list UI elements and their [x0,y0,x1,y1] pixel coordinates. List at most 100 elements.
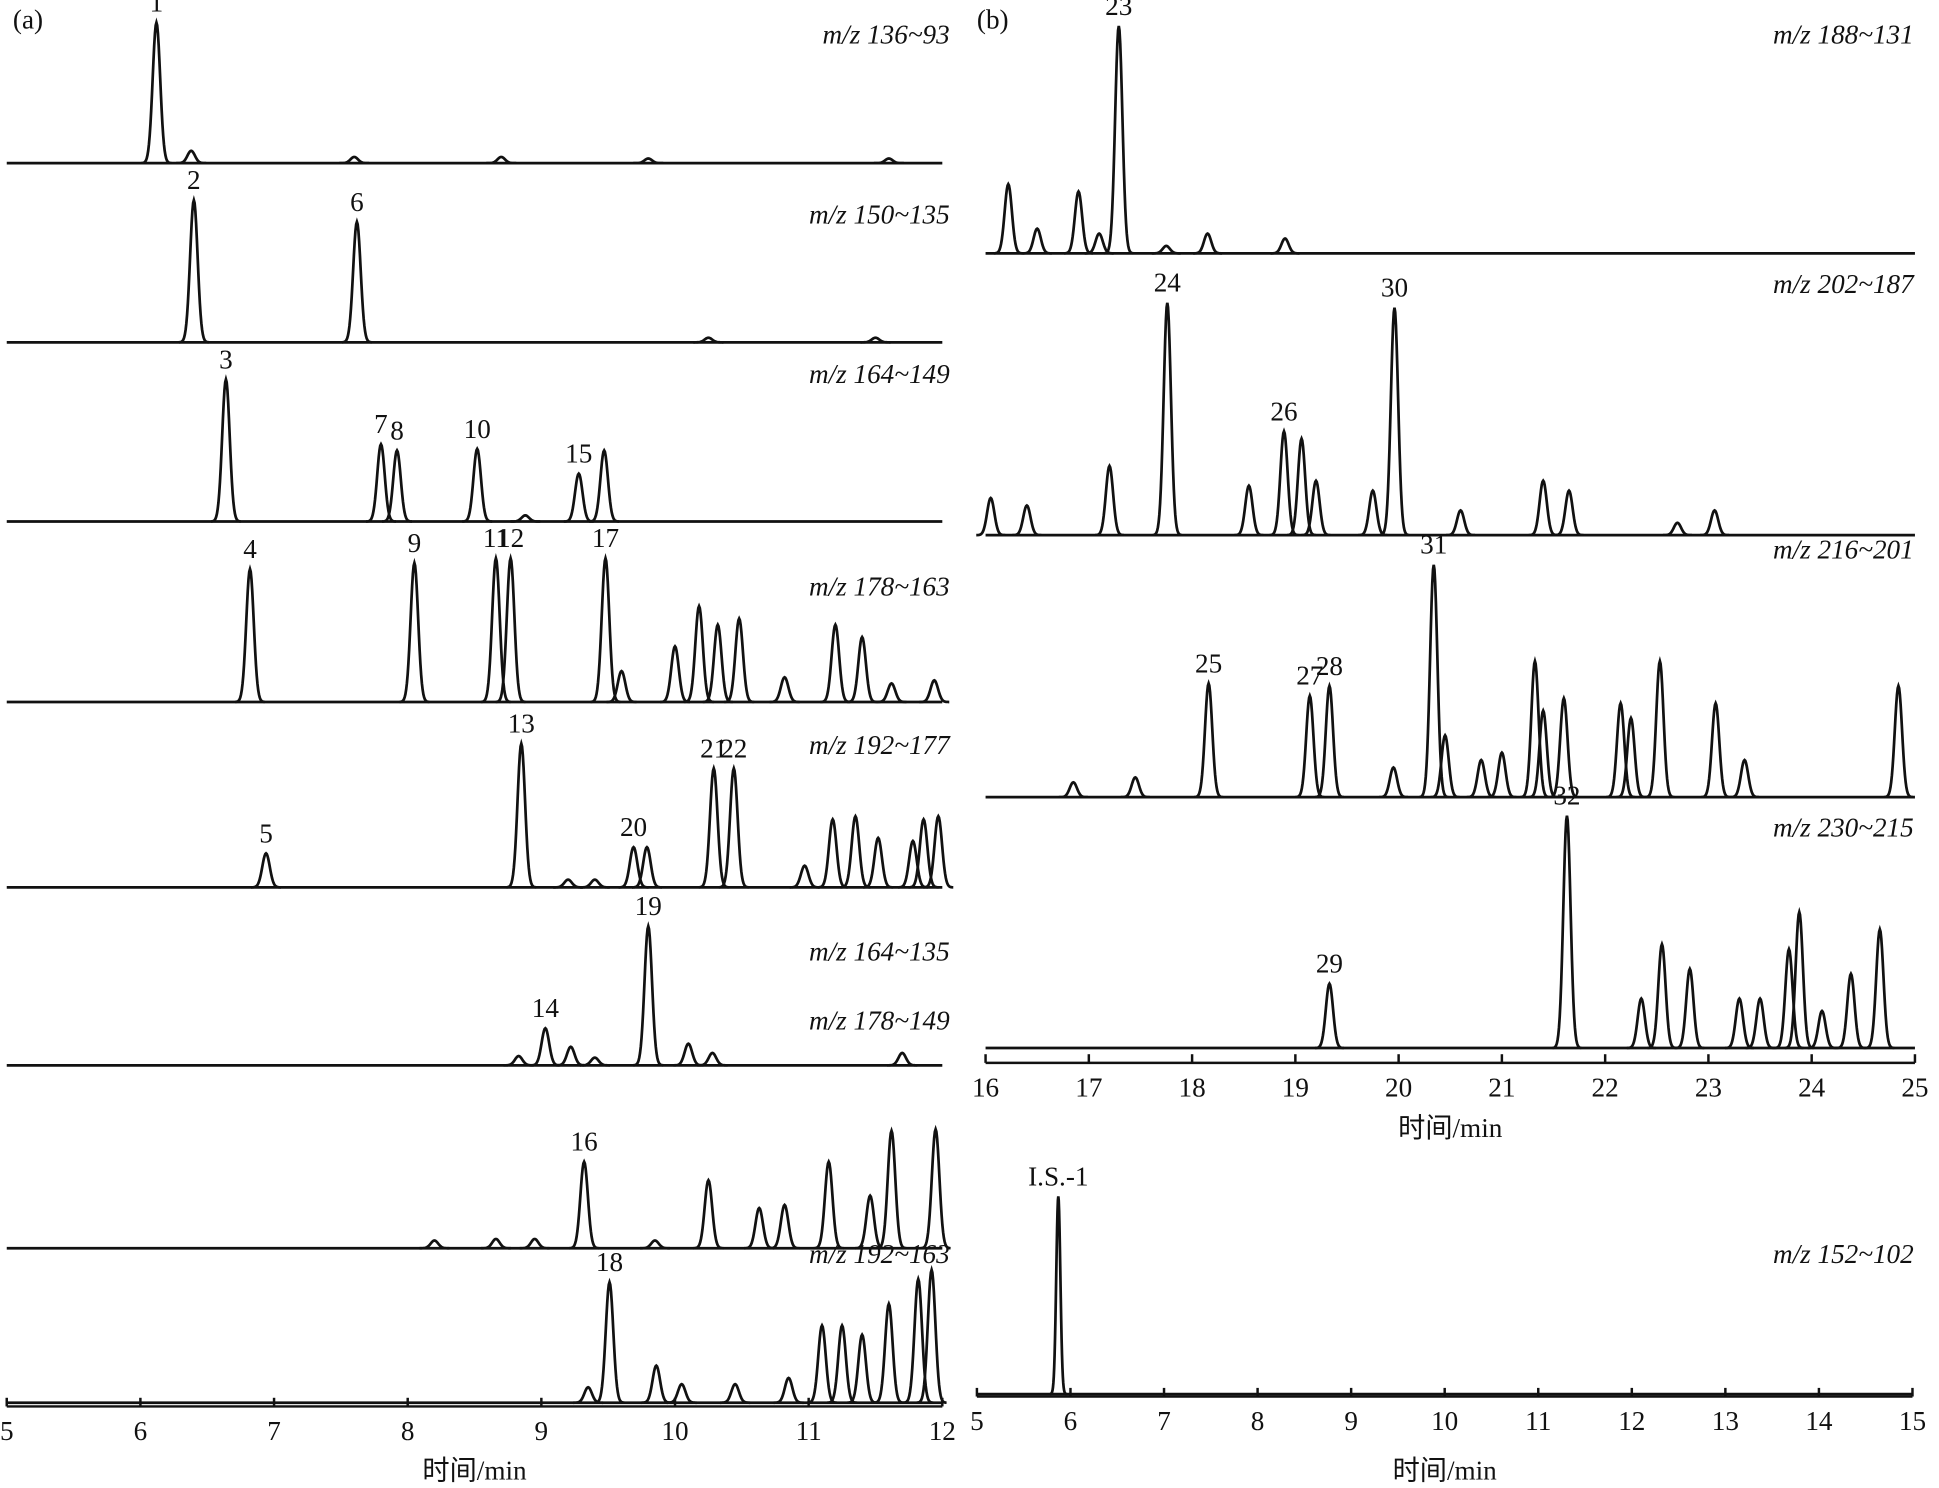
mz-label: m/z 136~93 [823,19,950,49]
peak [1270,237,1300,255]
peak-label: 24 [1154,268,1182,298]
peak [1301,478,1331,537]
peak [897,838,928,889]
peak [1295,691,1325,799]
x-tick-label: 11 [1525,1406,1551,1436]
x-tick-label: 7 [1157,1406,1171,1436]
peak [1446,508,1476,537]
peak [503,1054,534,1067]
peak [1836,970,1866,1050]
x-tick-label: 6 [1064,1406,1078,1436]
peak [495,552,526,704]
peak [176,149,207,165]
peak [633,921,664,1067]
peak [641,1363,672,1405]
peak [769,1202,800,1250]
peak [1063,188,1094,255]
peak-label: 6 [350,187,364,217]
panel-label: (b) [977,4,1009,34]
x-tick-label: 10 [661,1416,688,1446]
peak [873,157,904,165]
mz-label: m/z 150~135 [809,200,950,230]
peak [579,878,610,889]
peak-label: I.S.-1 [1028,1161,1088,1191]
x-tick-label: 24 [1798,1072,1826,1102]
peak [693,336,724,344]
peak-label: 27 [1296,661,1323,691]
peak [519,1237,550,1250]
peak [631,845,662,889]
peak [887,1051,918,1067]
peak [1012,503,1042,537]
peak [210,374,242,523]
peak [789,864,820,889]
peak [579,1056,610,1067]
peak [1554,488,1584,537]
peak [1193,232,1223,255]
peak [1022,226,1052,255]
x-tick-label: 11 [796,1416,822,1446]
peak [1645,655,1675,799]
peak-label: 17 [592,523,619,553]
peak [1358,488,1388,537]
peak [1606,699,1636,799]
peak [863,835,894,889]
peak [1378,765,1408,799]
peak [1745,996,1775,1050]
peak [1675,965,1705,1050]
peak [341,217,372,344]
peak [1314,681,1344,799]
x-tick-label: 19 [1282,1072,1309,1102]
mz-label: m/z 178~163 [809,572,950,602]
peak [419,1239,450,1250]
peak [618,845,649,889]
peak [876,1126,907,1250]
peak [1700,508,1730,537]
peak-label: 29 [1316,949,1343,979]
peak-label: 1 [150,0,164,17]
peak [903,1274,934,1405]
peak [633,157,664,165]
x-tick-label: 12 [1618,1406,1645,1436]
peak [1724,996,1754,1050]
peak-label: 5 [259,818,273,848]
peak-label: 18 [596,1247,623,1277]
x-tick-label: 20 [1385,1072,1412,1102]
peak [530,1026,561,1067]
mz-label: m/z 152~102 [1773,1239,1914,1269]
peak [806,1322,838,1405]
peak [1287,434,1317,537]
mz-label: m/z 188~131 [1773,19,1914,49]
peak [693,1177,724,1250]
peak [1807,1009,1837,1050]
x-tick-label: 8 [401,1416,415,1446]
peak-label: 3 [219,344,233,374]
mz-label: m/z 216~201 [1773,535,1914,565]
peak [847,634,878,704]
x-tick-label: 13 [1712,1406,1739,1436]
peak [1269,427,1299,537]
peak-label: 30 [1381,273,1408,303]
peak-label: 25 [1195,648,1222,678]
peak [1094,463,1124,537]
peak [1379,307,1410,537]
peak-label: 9 [408,528,422,558]
peak [660,643,691,704]
peak [1152,302,1182,537]
x-axis-label: 时间/min [1398,1113,1503,1143]
peak [178,194,209,344]
x-tick-label: 8 [1251,1406,1265,1436]
peak [923,813,954,889]
peak [876,681,907,704]
peak [976,496,1006,537]
peak [563,471,594,523]
peak [1616,714,1646,799]
peak [697,1051,728,1067]
peak [817,816,848,889]
peak [480,552,511,704]
x-tick-label: 22 [1592,1072,1619,1102]
peak [773,1376,804,1405]
peak [589,447,620,523]
peak [873,1300,904,1405]
